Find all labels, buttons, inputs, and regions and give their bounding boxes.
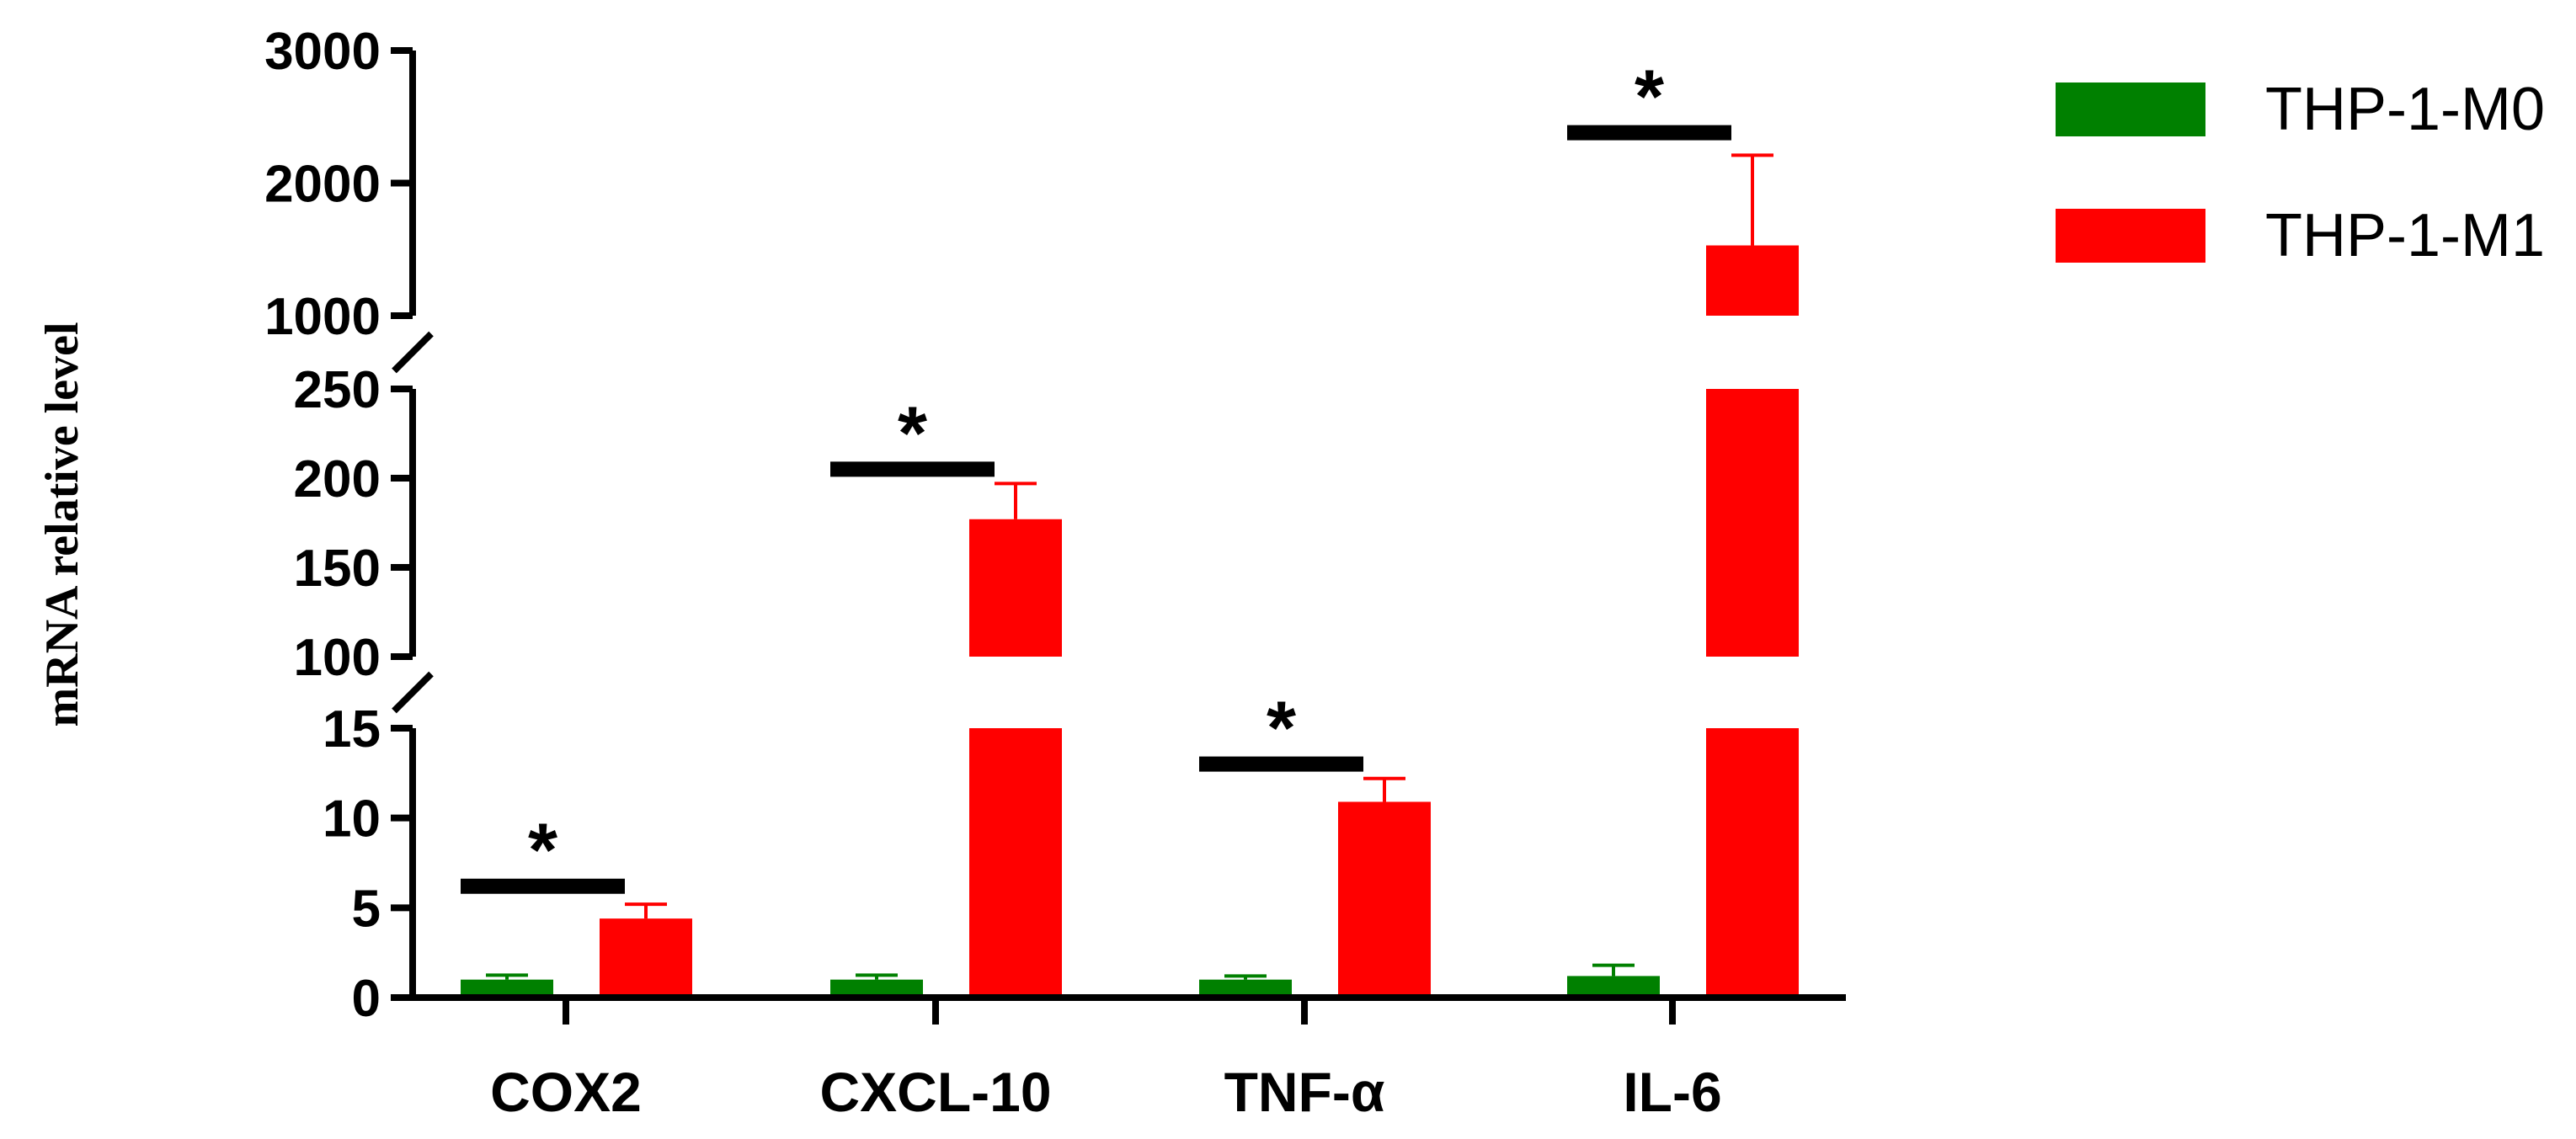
x-tick-label: COX2 bbox=[490, 1061, 642, 1123]
axis-break-mark bbox=[392, 671, 434, 714]
legend: THP-1-M0 THP-1-M1 bbox=[2056, 76, 2545, 269]
error-bars-layer bbox=[486, 153, 1773, 980]
bar bbox=[600, 918, 692, 998]
y-tick-label: 0 bbox=[352, 970, 381, 1028]
significance-star: * bbox=[528, 809, 557, 893]
legend-label: THP-1-M1 bbox=[2265, 202, 2545, 269]
significance-star: * bbox=[1635, 56, 1664, 140]
legend-label: THP-1-M0 bbox=[2265, 76, 2545, 143]
bar bbox=[1199, 979, 1292, 998]
legend-swatch bbox=[2056, 82, 2205, 136]
bars-layer bbox=[461, 245, 1799, 998]
significance-star: * bbox=[1267, 687, 1296, 771]
bar bbox=[1706, 728, 1799, 998]
x-tick-label: IL-6 bbox=[1623, 1061, 1721, 1123]
y-axis-title: mRNA relative level bbox=[36, 322, 88, 727]
y-tick-label: 10 bbox=[323, 790, 381, 849]
significance-star: * bbox=[898, 391, 927, 476]
y-tick-label: 2000 bbox=[264, 156, 381, 214]
bar bbox=[1338, 801, 1431, 998]
y-axis: 0 5 10 15 100 150 200 250 1000 2000 3000 bbox=[264, 23, 434, 1028]
bar bbox=[969, 728, 1062, 998]
bar bbox=[830, 979, 923, 998]
bar bbox=[1567, 976, 1660, 998]
y-tick-label: 250 bbox=[294, 361, 381, 419]
y-tick-label: 150 bbox=[294, 540, 381, 598]
x-tick-label: TNF-α bbox=[1224, 1061, 1385, 1123]
bar bbox=[461, 979, 553, 998]
y-tick-label: 200 bbox=[294, 450, 381, 508]
x-axis: COX2 CXCL-10 TNF-α IL-6 bbox=[409, 994, 1846, 1123]
y-tick-label: 5 bbox=[352, 880, 381, 938]
legend-swatch bbox=[2056, 209, 2205, 263]
y-tick-label: 3000 bbox=[264, 23, 381, 81]
bar bbox=[969, 519, 1062, 657]
y-tick-label: 100 bbox=[294, 629, 381, 687]
significance-layer: * * * * bbox=[461, 56, 1731, 894]
y-tick-label: 1000 bbox=[264, 288, 381, 346]
y-tick-label: 15 bbox=[323, 700, 381, 758]
bar bbox=[1706, 389, 1799, 657]
axis-break-mark bbox=[392, 331, 434, 374]
bar bbox=[1706, 245, 1799, 316]
x-tick-label: CXCL-10 bbox=[819, 1061, 1051, 1123]
